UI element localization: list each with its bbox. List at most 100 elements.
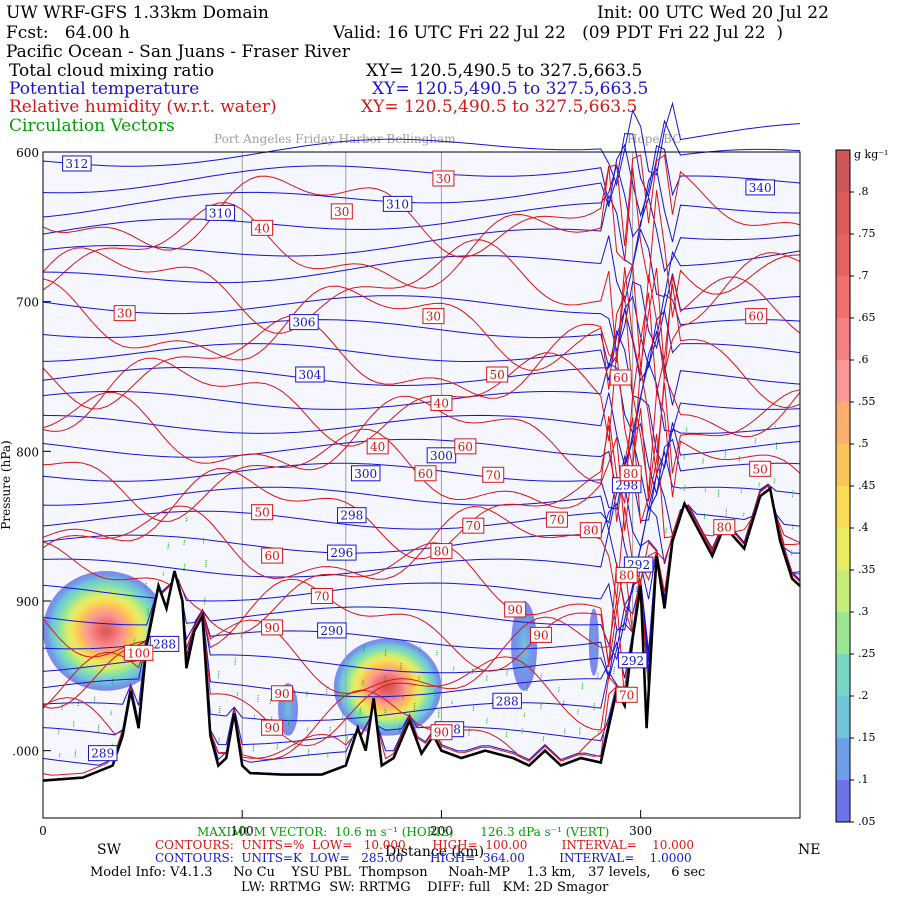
rh-label: 90 bbox=[261, 719, 284, 736]
theta-label-box bbox=[426, 447, 457, 464]
circulation-vector bbox=[384, 648, 387, 657]
colorbar-label: .45 bbox=[858, 479, 876, 492]
colorbar-segment bbox=[836, 360, 850, 403]
colorbar-segment bbox=[836, 150, 850, 193]
rh-label-text: 80 bbox=[583, 524, 598, 538]
circulation-vector bbox=[413, 702, 416, 711]
rh-label-text: 80 bbox=[619, 569, 634, 583]
x-tick-label: 200 bbox=[430, 824, 453, 838]
rh-label-text: 30 bbox=[436, 172, 451, 186]
circulation-vector bbox=[77, 701, 80, 707]
circulation-vector bbox=[743, 511, 745, 517]
x-tick-label: 300 bbox=[629, 824, 652, 838]
rh-label: 70 bbox=[482, 466, 505, 483]
rh-label-text: 90 bbox=[264, 621, 279, 635]
rh-label: 30 bbox=[432, 170, 455, 187]
circulation-vector bbox=[327, 751, 329, 758]
circulation-vector bbox=[523, 712, 526, 717]
circulation-vector bbox=[451, 699, 453, 704]
colorbar-label: .05 bbox=[858, 815, 876, 828]
x-tick-label: 100 bbox=[231, 824, 254, 838]
rh-label: 80 bbox=[619, 465, 642, 482]
theta-label-text: 288 bbox=[153, 637, 176, 651]
circulation-vector bbox=[326, 686, 328, 694]
colorbar-label: .75 bbox=[858, 227, 876, 240]
theta-contour bbox=[42, 143, 801, 218]
circulation-vector bbox=[668, 553, 670, 558]
theta-label-box bbox=[149, 635, 180, 652]
circulation-vector bbox=[597, 672, 599, 678]
colorbar-segment bbox=[836, 654, 850, 697]
circulation-vector bbox=[436, 650, 438, 656]
colorbar-label: .2 bbox=[858, 689, 869, 702]
colorbar-label: .25 bbox=[858, 647, 876, 660]
field-cloud-label: Total cloud mixing ratio bbox=[9, 61, 215, 81]
colorbar-label: .65 bbox=[858, 311, 876, 324]
field-theta-xy: XY= 120.5,490.5 to 327.5,663.5 bbox=[372, 79, 649, 99]
rh-contour bbox=[42, 165, 801, 318]
rh-label-box bbox=[430, 543, 453, 560]
circulation-vector bbox=[704, 487, 707, 492]
rh-label-text: 30 bbox=[334, 205, 349, 219]
circulation-vector bbox=[346, 736, 348, 742]
circulation-vector bbox=[433, 690, 436, 697]
theta-label-text: 300 bbox=[354, 467, 377, 481]
circulation-vector bbox=[790, 549, 793, 556]
colorbar-label: .6 bbox=[858, 353, 869, 366]
circulation-vector bbox=[558, 687, 560, 692]
circulation-vector bbox=[725, 508, 727, 517]
circulation-vector bbox=[521, 727, 523, 734]
circulation-vector bbox=[613, 666, 615, 675]
model-info-physics: LW: RRTMG SW: RRTMG DIFF: full KM: 2D Sm… bbox=[241, 880, 609, 895]
circulation-vector bbox=[758, 482, 760, 487]
rh-label-box bbox=[713, 519, 736, 536]
terrain-outline bbox=[42, 486, 801, 782]
circulation-vector bbox=[665, 526, 667, 533]
rh-label: 40 bbox=[366, 438, 389, 455]
rh-label-box bbox=[113, 305, 136, 322]
theta-label: 288 bbox=[492, 692, 522, 709]
rh-contour-info: CONTOURS: UNITS=% LOW= 10.000 HIGH= 100.… bbox=[155, 838, 695, 852]
colorbar-unit: g kg⁻¹ bbox=[854, 148, 888, 161]
field-rh-xy: XY= 120.5,490.5 to 327.5,663.5 bbox=[361, 97, 638, 117]
rh-label-text: 60 bbox=[418, 467, 433, 481]
theta-label: 292 bbox=[617, 652, 648, 669]
rh-label-box bbox=[615, 567, 638, 584]
cloud-region bbox=[588, 608, 599, 676]
theta-label-box bbox=[745, 179, 775, 196]
circulation-vector bbox=[287, 720, 290, 726]
rh-label-text: 50 bbox=[490, 368, 505, 382]
theta-label-text: 298 bbox=[340, 509, 363, 523]
theta-contour bbox=[42, 119, 801, 206]
theta-label-text: 290 bbox=[320, 624, 343, 638]
theta-contour-info: CONTOURS: UNITS=K LOW= 285.00 HIGH= 364.… bbox=[155, 851, 692, 865]
y-axis-label: Pressure (hPa) bbox=[0, 440, 13, 529]
rh-label: 90 bbox=[530, 626, 553, 643]
y-tick-label: 800 bbox=[16, 445, 39, 459]
circulation-vector bbox=[486, 717, 488, 724]
rh-label-text: 50 bbox=[254, 506, 269, 520]
theta-label-text: 289 bbox=[91, 747, 114, 761]
rh-label-box bbox=[261, 719, 284, 736]
max-vector-note: MAXIMUM VECTOR: 10.6 m s⁻¹ (HORIZ) 126.3… bbox=[197, 825, 610, 839]
colorbar-label: .4 bbox=[858, 521, 869, 534]
circulation-vector bbox=[110, 710, 112, 716]
theta-label: 289 bbox=[88, 745, 118, 762]
circulation-vector bbox=[486, 674, 488, 681]
colorbar-segment bbox=[836, 780, 850, 823]
rh-label-text: 90 bbox=[507, 603, 522, 617]
circulation-vector bbox=[631, 620, 633, 629]
theta-contour bbox=[42, 329, 801, 406]
theta-contour bbox=[42, 308, 801, 382]
circulation-vector bbox=[562, 700, 565, 706]
ne-label: NE bbox=[798, 842, 821, 858]
rh-contour bbox=[42, 283, 801, 410]
rh-label: 70 bbox=[545, 511, 568, 528]
rh-label-box bbox=[619, 465, 642, 482]
rh-label-box bbox=[366, 438, 389, 455]
rh-label-box bbox=[749, 460, 772, 477]
colorbar-label: .5 bbox=[858, 437, 869, 450]
theta-label-box bbox=[317, 622, 347, 639]
theta-label-text: 298 bbox=[615, 479, 638, 493]
